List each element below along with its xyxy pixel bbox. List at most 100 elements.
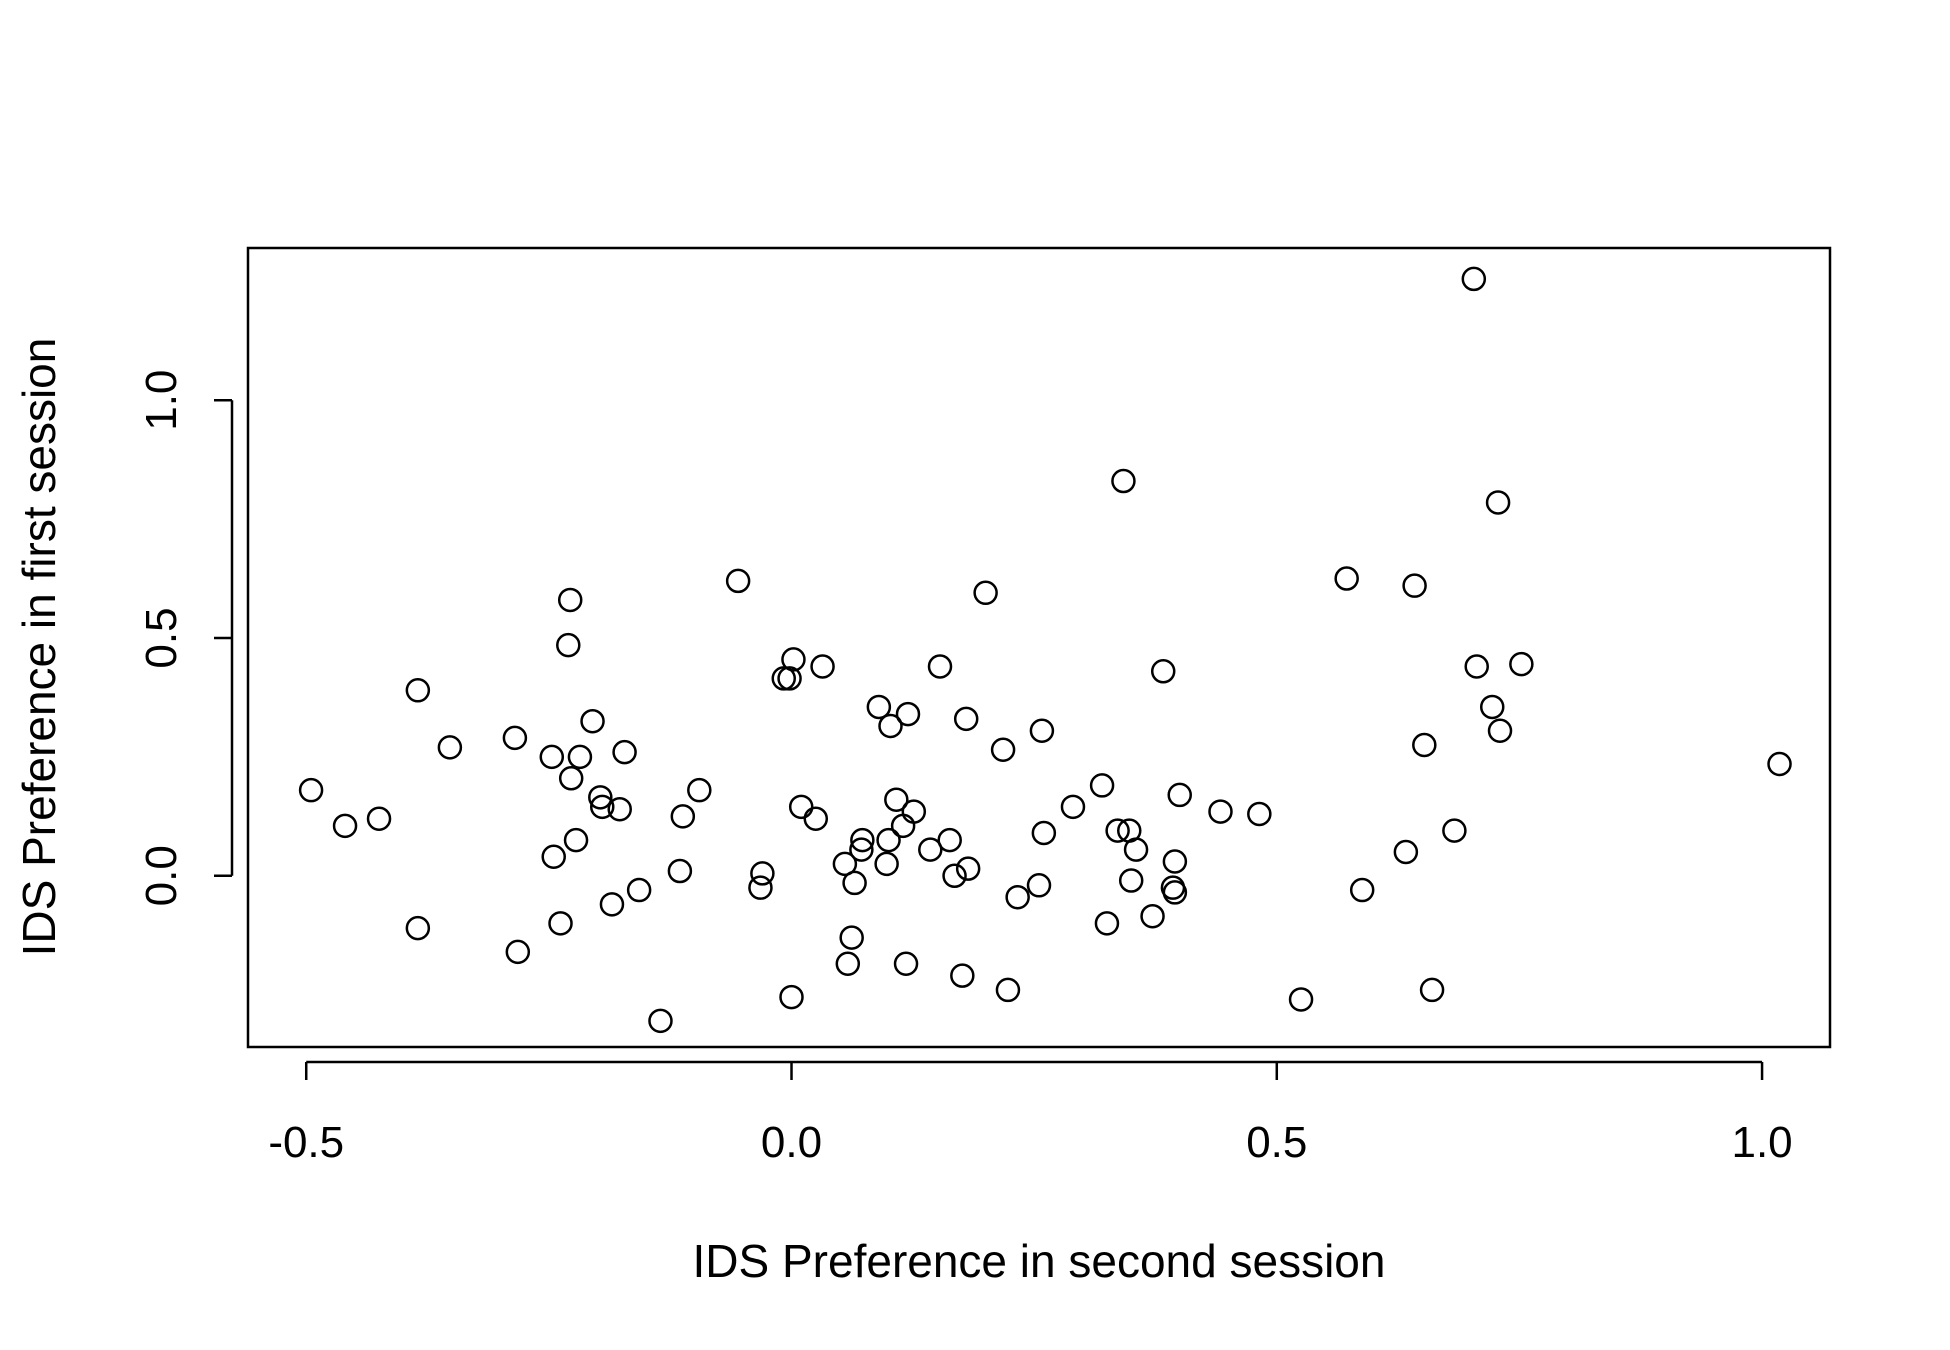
- data-point: [1442, 818, 1467, 843]
- data-point: [937, 827, 962, 853]
- x-tick-label: 1.0: [1731, 1118, 1792, 1167]
- data-point: [839, 925, 864, 950]
- data-point: [567, 744, 593, 770]
- data-point: [1485, 490, 1511, 515]
- data-point: [580, 708, 605, 734]
- data-point: [366, 806, 392, 831]
- data-point: [893, 951, 919, 977]
- data-point: [1288, 987, 1314, 1012]
- data-point: [1509, 651, 1534, 677]
- data-point: [866, 694, 892, 720]
- data-point: [405, 915, 431, 941]
- data-point: [298, 777, 324, 803]
- data-point: [648, 1008, 673, 1034]
- data-point: [950, 963, 975, 988]
- data-point: [588, 785, 613, 810]
- data-point: [1393, 839, 1419, 865]
- data-point: [849, 837, 874, 862]
- data-point: [918, 837, 943, 862]
- data-point: [953, 706, 979, 732]
- x-tick-label: -0.5: [268, 1118, 344, 1167]
- data-point: [590, 794, 615, 820]
- data-point: [1111, 468, 1136, 494]
- data-point: [810, 654, 835, 679]
- data-point: [779, 984, 804, 1010]
- data-point: [1767, 751, 1792, 777]
- data-point: [539, 744, 565, 770]
- data-point: [748, 875, 773, 900]
- data-point: [548, 911, 573, 936]
- data-point: [670, 804, 696, 829]
- data-point: [1060, 794, 1086, 820]
- data-point: [612, 739, 637, 765]
- data-point: [777, 666, 802, 691]
- data-point: [667, 858, 693, 884]
- data-point: [1162, 849, 1188, 874]
- data-point: [725, 568, 751, 594]
- data-point: [1094, 911, 1120, 936]
- data-point: [1089, 773, 1115, 798]
- data-point: [1412, 732, 1437, 758]
- data-point: [1479, 694, 1505, 720]
- data-point: [332, 813, 358, 839]
- data-point: [1118, 868, 1144, 893]
- data-point: [1105, 818, 1130, 843]
- data-point: [1208, 799, 1233, 824]
- y-tick-label: 0.5: [137, 607, 186, 668]
- data-point: [599, 892, 625, 917]
- data-point: [1464, 654, 1489, 679]
- data-point: [1349, 877, 1375, 903]
- x-axis-title: IDS Preference in second session: [693, 1235, 1386, 1287]
- data-point: [803, 806, 829, 831]
- data-point: [1029, 718, 1055, 743]
- data-point: [832, 851, 858, 877]
- data-point: [927, 654, 953, 679]
- y-tick-label: 1.0: [137, 370, 186, 431]
- data-point: [1461, 266, 1487, 292]
- data-point: [942, 863, 967, 889]
- data-point: [788, 794, 814, 820]
- data-point: [1487, 718, 1513, 743]
- data-point: [874, 851, 899, 877]
- data-point: [1167, 782, 1192, 808]
- data-point: [850, 827, 875, 853]
- data-point: [558, 766, 584, 791]
- data-point: [890, 813, 916, 839]
- data-point: [1005, 884, 1030, 910]
- data-point: [884, 787, 909, 812]
- data-points: [298, 266, 1792, 1034]
- x-tick-label: 0.5: [1246, 1118, 1307, 1167]
- data-point: [1026, 873, 1052, 898]
- data-point: [901, 799, 927, 824]
- data-point: [1162, 880, 1188, 905]
- data-point: [1031, 820, 1057, 846]
- data-point: [878, 713, 903, 739]
- data-point: [876, 827, 901, 853]
- data-point: [556, 632, 581, 658]
- data-point: [835, 951, 861, 977]
- data-point: [895, 701, 921, 727]
- data-point: [557, 587, 583, 613]
- data-point: [955, 856, 981, 881]
- data-point: [990, 737, 1016, 763]
- data-point: [995, 977, 1021, 1003]
- data-point: [607, 796, 632, 822]
- data-point: [505, 939, 531, 965]
- data-point: [437, 735, 463, 760]
- data-point: [626, 877, 652, 903]
- y-axis: 0.0 0.5 1.0: [137, 370, 234, 906]
- y-tick-label: 0.0: [137, 845, 186, 906]
- plot-frame: [246, 246, 1832, 1049]
- data-point: [687, 777, 712, 803]
- data-point: [1334, 566, 1359, 591]
- data-point: [771, 666, 796, 691]
- data-point: [1402, 573, 1427, 598]
- data-point: [1150, 659, 1176, 684]
- data-point: [563, 827, 589, 853]
- data-point: [1247, 801, 1272, 827]
- x-axis: -0.5 0.0 0.5 1.0: [268, 1060, 1793, 1167]
- data-point: [973, 580, 998, 606]
- data-point: [1419, 977, 1445, 1003]
- x-tick-label: 0.0: [761, 1118, 822, 1167]
